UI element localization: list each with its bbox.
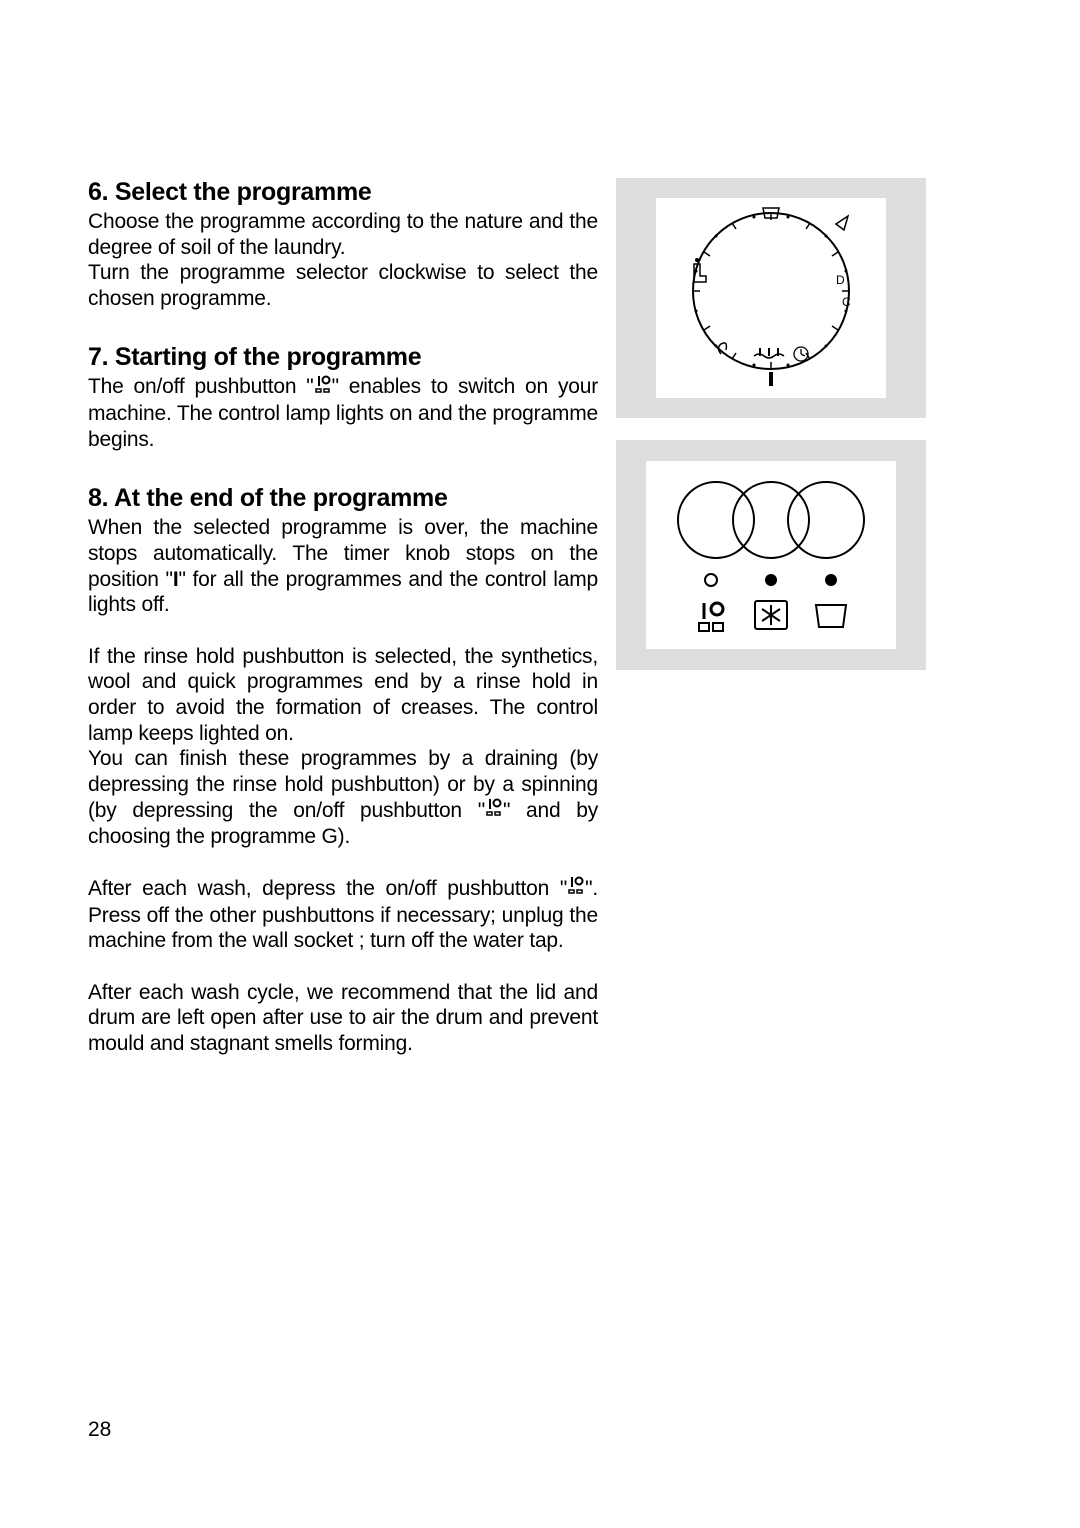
section-8-p5: After each wash cycle, we recommend that… xyxy=(88,980,598,1057)
on-off-icon xyxy=(314,374,332,401)
on-off-icon xyxy=(567,875,585,902)
figure-buttons-box xyxy=(616,440,926,670)
section-8-p4: After each wash, depress the on/off push… xyxy=(88,876,598,954)
section-7-p1a: The on/off pushbutton " xyxy=(88,375,314,398)
svg-text:C: C xyxy=(842,295,851,309)
on-off-icon xyxy=(485,797,503,824)
section-6: 6. Select the programme Choose the progr… xyxy=(88,178,598,311)
text-column: 6. Select the programme Choose the progr… xyxy=(88,178,598,1057)
section-8: 8. At the end of the programme When the … xyxy=(88,484,598,1056)
figure-dial-box: C D xyxy=(616,178,926,418)
figure-buttons-panel xyxy=(646,461,896,649)
section-6-p1: Choose the programme according to the na… xyxy=(88,209,598,260)
section-8-p2: If the rinse hold pushbutton is selected… xyxy=(88,644,598,746)
section-7-p1: The on/off pushbutton "" enables to swit… xyxy=(88,374,598,452)
section-8-heading: 8. At the end of the programme xyxy=(88,484,598,513)
figure-dial-panel: C D xyxy=(656,198,886,398)
section-6-p2: Turn the programme selector clockwise to… xyxy=(88,260,598,311)
section-7-heading: 7. Starting of the programme xyxy=(88,343,598,372)
figure-column: C D xyxy=(616,178,926,1057)
section-8-p3: You can finish these programmes by a dra… xyxy=(88,746,598,850)
page-number: 28 xyxy=(88,1418,111,1442)
programme-dial-icon: C D xyxy=(666,206,876,391)
svg-text:D: D xyxy=(836,273,845,287)
section-6-heading: 6. Select the programme xyxy=(88,178,598,207)
section-8-p4a: After each wash, depress the on/off push… xyxy=(88,877,567,900)
section-7: 7. Starting of the programme The on/off … xyxy=(88,343,598,452)
pushbutton-panel-icon xyxy=(651,465,891,645)
main-content: 6. Select the programme Choose the progr… xyxy=(88,178,1008,1057)
section-8-p1: When the selected programme is over, the… xyxy=(88,515,598,617)
